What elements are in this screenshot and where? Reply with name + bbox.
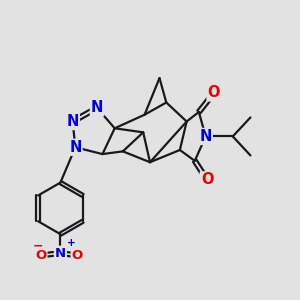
Text: N: N — [69, 140, 82, 155]
Text: N: N — [91, 100, 103, 116]
Text: +: + — [66, 238, 75, 248]
Text: N: N — [66, 114, 79, 129]
Text: N: N — [55, 247, 66, 260]
Text: O: O — [208, 85, 220, 100]
Text: O: O — [72, 249, 83, 262]
Text: −: − — [33, 240, 43, 253]
Text: O: O — [35, 249, 46, 262]
Text: O: O — [201, 172, 213, 188]
Text: N: N — [200, 129, 212, 144]
